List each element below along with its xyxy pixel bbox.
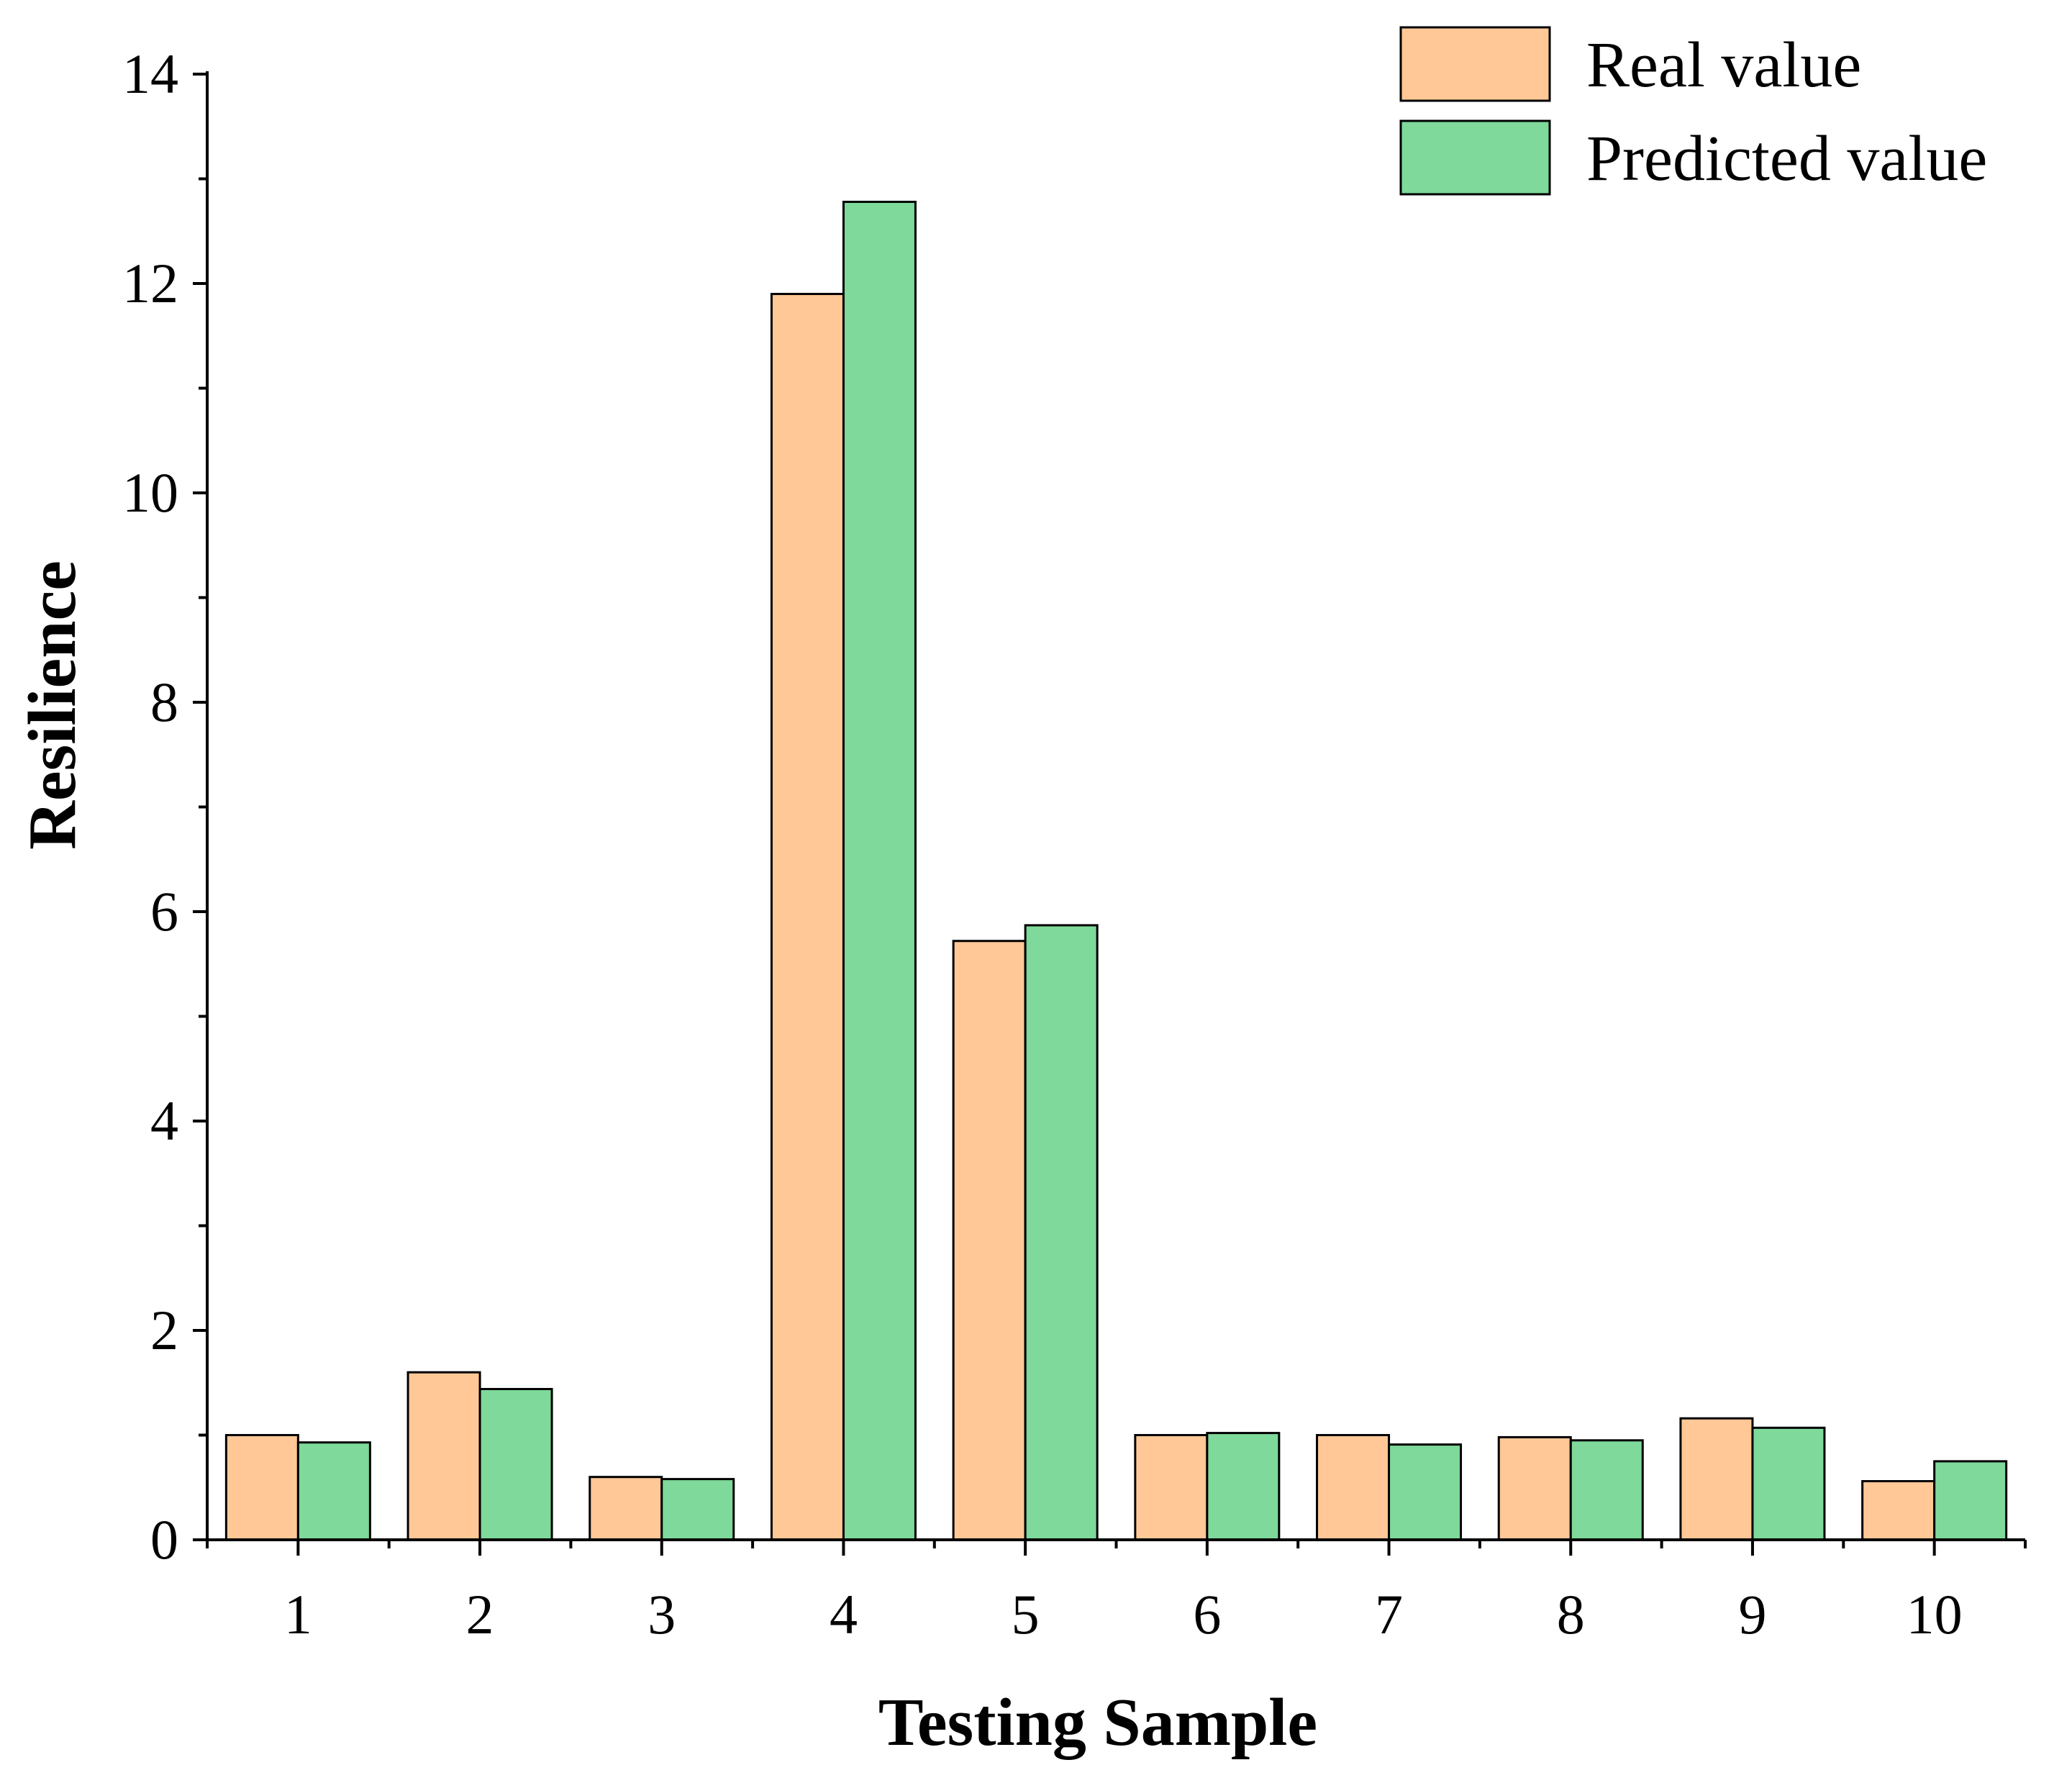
legend: Real value Predicted value xyxy=(1399,26,1987,196)
bars-group xyxy=(224,201,2008,1541)
bar-real-4 xyxy=(770,293,845,1541)
x-axis-title: Testing Sample xyxy=(878,1685,1317,1760)
bar-real-10 xyxy=(1861,1480,1936,1541)
bar-real-1 xyxy=(224,1434,299,1541)
bar-real-2 xyxy=(406,1371,481,1541)
y-tick-label: 4 xyxy=(150,1089,178,1152)
bar-predicted-2 xyxy=(478,1387,553,1541)
bar-predicted-3 xyxy=(660,1478,735,1541)
bar-real-3 xyxy=(589,1476,663,1541)
bar-predicted-7 xyxy=(1388,1443,1463,1541)
y-axis-title: Resilience xyxy=(15,561,90,850)
x-tick-label: 7 xyxy=(1375,1583,1403,1646)
x-tick-label: 6 xyxy=(1193,1583,1221,1646)
x-tick-label: 5 xyxy=(1012,1583,1040,1646)
bar-predicted-9 xyxy=(1751,1426,1826,1541)
y-tick-label: 12 xyxy=(122,252,178,314)
y-tick-label: 8 xyxy=(150,671,178,733)
legend-label-real: Real value xyxy=(1586,30,1861,101)
bar-real-7 xyxy=(1316,1434,1391,1541)
bar-predicted-4 xyxy=(842,201,917,1541)
legend-swatch-predicted xyxy=(1399,119,1551,196)
y-tick-label: 10 xyxy=(122,461,178,524)
x-tick-label: 1 xyxy=(284,1583,312,1646)
bar-real-6 xyxy=(1134,1434,1209,1541)
x-tick-label: 4 xyxy=(830,1583,858,1646)
bar-real-9 xyxy=(1679,1417,1754,1541)
bar-real-8 xyxy=(1497,1435,1572,1541)
x-tick-label: 3 xyxy=(648,1583,676,1646)
legend-label-predicted: Predicted value xyxy=(1586,123,1987,194)
x-tick-label: 2 xyxy=(466,1583,494,1646)
y-tick-label: 2 xyxy=(150,1299,178,1361)
x-tick-label: 9 xyxy=(1738,1583,1766,1646)
bar-real-5 xyxy=(952,940,1027,1541)
legend-swatch-real xyxy=(1399,26,1551,102)
y-tick-label: 0 xyxy=(150,1508,178,1571)
bar-predicted-8 xyxy=(1569,1439,1644,1541)
x-tick-label: 10 xyxy=(1907,1583,1963,1646)
bar-predicted-6 xyxy=(1206,1432,1281,1541)
y-tick-label: 14 xyxy=(122,42,178,105)
bar-predicted-5 xyxy=(1024,924,1099,1541)
bar-predicted-10 xyxy=(1933,1460,2008,1541)
y-tick-label: 6 xyxy=(150,880,178,943)
bar-predicted-1 xyxy=(296,1441,371,1541)
x-tick-label: 8 xyxy=(1557,1583,1585,1646)
